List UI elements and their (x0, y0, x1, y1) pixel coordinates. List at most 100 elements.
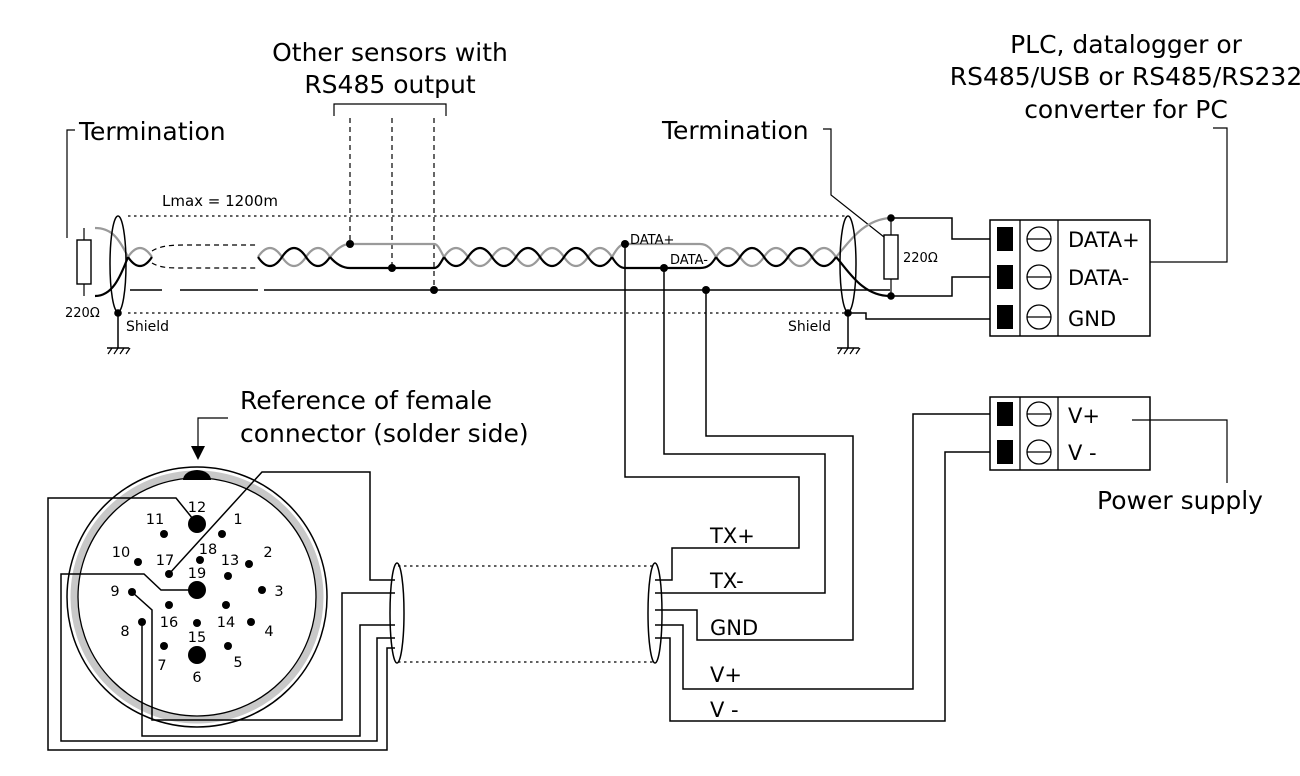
pin-label: 19 (188, 566, 206, 582)
right-end-grey (835, 216, 891, 258)
pin-label: 12 (188, 500, 206, 516)
terminal-clamp (997, 265, 1013, 289)
pin-11 (160, 530, 168, 538)
other-sensors-label-line1: Other sensors with (272, 38, 508, 67)
pin-label: 13 (221, 553, 239, 569)
ground-symbol-right (837, 347, 861, 355)
pair-breakout2-grey (611, 242, 717, 258)
resistor-right-value: 220Ω (903, 251, 938, 266)
wire-label-v-minus: V - (710, 698, 739, 722)
ground-symbol-left (107, 347, 131, 355)
terminal-clamp (997, 305, 1013, 329)
pin-label: 18 (199, 542, 217, 558)
reference-label-line2: connector (solder side) (240, 419, 529, 448)
pin-label: 1 (233, 512, 242, 528)
termination-resistor-left (76, 239, 92, 285)
pin-label: 2 (263, 545, 272, 561)
pin-label: 3 (274, 584, 283, 600)
female-connector: Reference of female connector (solder si… (66, 386, 529, 728)
wire-pin12 (47, 497, 395, 751)
pin-2 (245, 560, 253, 568)
wire-gnd (655, 290, 854, 641)
screw-icon (1026, 439, 1052, 465)
screw-icon (1026, 304, 1052, 330)
lmax-label: Lmax = 1200m (162, 192, 278, 210)
reference-label-line1: Reference of female (240, 386, 492, 415)
terminal-label-gnd: GND (1068, 307, 1116, 331)
terminal-label-data-plus: DATA+ (1068, 228, 1140, 252)
wire-v-minus (655, 451, 990, 722)
cable-shield-loop-right (647, 562, 663, 664)
plc-terminal-block: DATA+ DATA- GND (989, 219, 1151, 337)
pin-14 (222, 601, 230, 609)
plc-terminal-frame (989, 219, 1151, 337)
pin-18 (196, 556, 204, 564)
termination-left-label: Termination (78, 117, 226, 146)
other-sensors-bracket (333, 103, 447, 116)
plc-label-line1: PLC, datalogger or (1010, 30, 1243, 59)
screw-icon (1026, 401, 1052, 427)
terminal-label-v-plus: V+ (1068, 404, 1100, 428)
shield-to-gnd-terminal (848, 312, 990, 320)
terminal-label-data-minus: DATA- (1068, 266, 1129, 290)
pin-label: 17 (156, 553, 174, 569)
terminal-clamp (997, 227, 1013, 251)
rs485-bus: Other sensors with RS485 output PLC, dat… (65, 30, 1300, 355)
junction-dot (388, 264, 396, 272)
wire-pin17 (168, 471, 395, 581)
terminal-clamp (997, 440, 1013, 464)
pin-label: 8 (120, 624, 129, 640)
wire-tx-minus (655, 268, 826, 594)
wire-pin19 (60, 573, 395, 742)
cable-shield-loop-left (389, 562, 405, 664)
connector-key (183, 470, 211, 480)
pin-label: 16 (160, 615, 178, 631)
data-plus-small-label: DATA+ (630, 233, 674, 248)
shield-right-label: Shield (788, 319, 831, 335)
pin-label: 5 (233, 655, 242, 671)
pin-label: 11 (146, 512, 164, 528)
pin-13 (224, 572, 232, 580)
pin-1 (218, 530, 226, 538)
power-supply-label: Power supply (1097, 486, 1263, 515)
shield-left-label: Shield (126, 319, 169, 335)
terminal-clamp (997, 402, 1013, 426)
pin-label: 9 (110, 584, 119, 600)
pair-breakout-grey (329, 242, 445, 258)
power-supply-leader (1132, 419, 1228, 483)
reference-arrow-head (191, 446, 205, 460)
ground-right (837, 313, 859, 349)
pair-breakout-black (329, 256, 445, 270)
termination-right-label: Termination (661, 116, 809, 145)
other-sensors-label-line2: RS485 output (304, 70, 476, 99)
wire-label-tx-minus: TX- (709, 569, 744, 593)
shield-loop-left (109, 215, 127, 313)
pin-label: 4 (264, 624, 273, 640)
termination-right-leader (823, 128, 885, 238)
termination-resistor-right (883, 234, 899, 280)
pin-label: 15 (188, 630, 206, 646)
plc-label-line3: converter for PC (1024, 95, 1228, 124)
wire-pin8 (141, 622, 395, 737)
wire-label-gnd: GND (710, 616, 758, 640)
power-terminal-block: V+ V - Power supply (989, 396, 1263, 515)
pin-label: 10 (112, 545, 130, 561)
twisted-pair-grey (127, 246, 837, 268)
reference-arrow-shaft (197, 417, 228, 448)
pin-6 (188, 646, 206, 664)
screw-icon (1026, 226, 1052, 252)
power-terminal-frame (989, 396, 1151, 471)
resistor-left-value: 220Ω (65, 306, 100, 321)
plc-leader-line (1135, 127, 1228, 263)
terminal-label-v-minus: V - (1068, 441, 1097, 465)
junction-dot (346, 240, 354, 248)
wire-tx-plus (624, 244, 800, 581)
pin-5 (224, 642, 232, 650)
data-minus-small-label: DATA- (670, 253, 708, 268)
termination-left-leader (66, 129, 75, 238)
pin-label: 7 (157, 658, 166, 674)
wire-label-v-plus: V+ (710, 663, 742, 687)
screw-icon (1026, 264, 1052, 290)
pair-dashed-b (151, 262, 258, 269)
